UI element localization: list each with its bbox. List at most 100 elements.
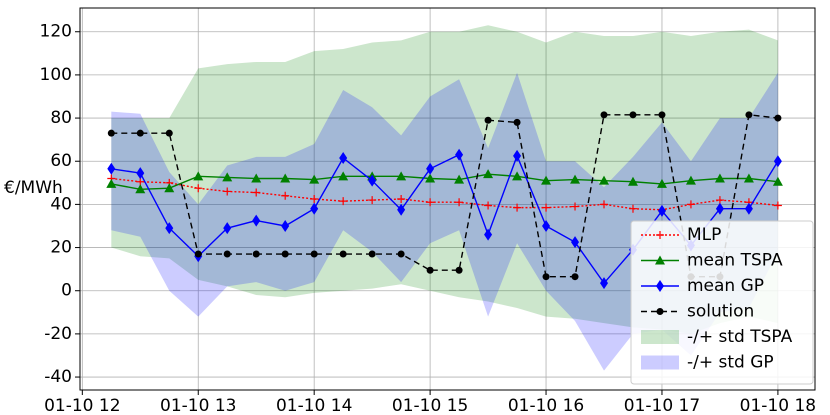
- marker: [426, 198, 435, 207]
- y-tick-label: 100: [40, 65, 72, 85]
- x-tick-label: 01-10 15: [392, 396, 468, 415]
- marker: [310, 202, 319, 215]
- marker: [252, 188, 261, 197]
- marker: [772, 176, 783, 186]
- x-tick-label: 01-10 13: [160, 396, 236, 415]
- marker-part: [628, 204, 637, 213]
- legend-label: solution: [687, 302, 754, 322]
- legend-label: mean GP: [687, 276, 764, 296]
- marker: [512, 171, 523, 181]
- y-tick-label: 120: [40, 22, 72, 42]
- marker: [571, 236, 580, 249]
- marker-part: [455, 198, 464, 207]
- marker: [455, 266, 463, 274]
- marker: [744, 202, 753, 215]
- marker: [281, 219, 290, 232]
- marker: [223, 250, 231, 258]
- marker: [773, 155, 782, 168]
- marker: [454, 174, 465, 184]
- marker: [513, 118, 521, 126]
- marker: [571, 202, 580, 211]
- marker-part: [426, 198, 435, 207]
- marker: [455, 148, 464, 161]
- y-axis-label: €/MWh: [4, 178, 63, 198]
- marker-part: [686, 200, 695, 209]
- marker: [223, 187, 232, 196]
- marker-part: [571, 202, 580, 211]
- marker: [194, 184, 203, 193]
- marker-part: [600, 200, 609, 209]
- marker: [135, 184, 146, 194]
- marker: [455, 198, 464, 207]
- marker: [426, 162, 435, 175]
- marker: [656, 178, 667, 188]
- marker: [339, 151, 348, 164]
- y-tick-label: -40: [44, 367, 72, 387]
- y-tick-label: 60: [50, 151, 72, 171]
- marker-part: [252, 188, 261, 197]
- x-tick-label: 01-10 12: [44, 396, 120, 415]
- marker: [252, 214, 261, 227]
- marker: [397, 250, 405, 258]
- marker: [194, 250, 202, 258]
- marker: [629, 111, 637, 119]
- marker: [397, 203, 406, 216]
- std-band: [111, 72, 778, 371]
- marker: [281, 250, 289, 258]
- marker: [165, 222, 174, 235]
- marker: [252, 250, 260, 258]
- marker: [107, 129, 115, 137]
- marker: [136, 167, 145, 180]
- marker: [571, 273, 579, 281]
- marker: [339, 197, 348, 206]
- marker: [656, 308, 664, 315]
- marker: [251, 173, 262, 183]
- marker: [513, 149, 522, 162]
- marker: [655, 255, 665, 265]
- marker-part: [513, 203, 522, 212]
- legend-swatch: [641, 355, 679, 370]
- marker: [164, 183, 175, 193]
- marker: [774, 114, 782, 122]
- marker: [310, 195, 319, 203]
- marker: [368, 174, 377, 187]
- x-tick-label: 01-10 18: [740, 396, 816, 415]
- marker: [193, 171, 204, 181]
- marker: [223, 222, 232, 235]
- legend-label: MLP: [687, 225, 721, 245]
- y-tick-label: 80: [50, 108, 72, 128]
- legend-label: -/+ std TSPA: [687, 327, 793, 347]
- marker: [483, 169, 494, 179]
- x-tick-label: 01-10 17: [624, 396, 700, 415]
- marker: [484, 228, 493, 241]
- marker: [368, 196, 377, 205]
- plot-frame: [79, 7, 816, 391]
- marker: [657, 204, 666, 217]
- y-tick-label: 20: [50, 238, 72, 258]
- marker-part: [223, 187, 232, 196]
- marker: [165, 129, 173, 137]
- marker: [513, 203, 522, 212]
- marker: [425, 173, 436, 183]
- marker: [281, 191, 290, 200]
- marker-part: [368, 196, 377, 205]
- marker-part: [656, 231, 664, 239]
- marker: [222, 172, 233, 182]
- marker: [484, 116, 492, 124]
- y-tick-label: 40: [50, 194, 72, 214]
- marker: [309, 174, 320, 184]
- marker: [280, 173, 291, 183]
- marker-part: [281, 191, 290, 200]
- marker-part: [773, 201, 782, 210]
- legend-label: mean TSPA: [687, 251, 783, 271]
- series-line: [111, 114, 778, 278]
- marker: [658, 111, 666, 119]
- marker-part: [339, 197, 348, 206]
- y-tick-label: -20: [44, 324, 72, 344]
- legend: MLP mean TSPA mean GP solution -/+ std TSPA -…: [630, 220, 814, 385]
- marker: [656, 231, 664, 239]
- marker-part: [310, 195, 319, 203]
- marker: [136, 129, 144, 137]
- marker: [627, 176, 638, 186]
- marker: [542, 203, 551, 212]
